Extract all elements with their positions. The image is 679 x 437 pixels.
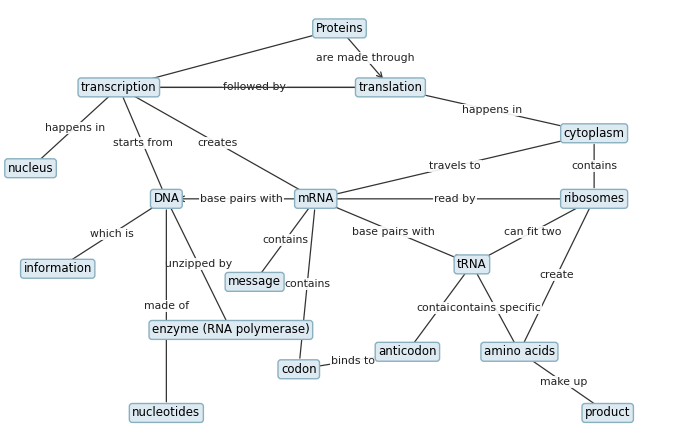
Text: cytoplasm: cytoplasm [564, 127, 625, 140]
Text: read by: read by [434, 194, 476, 204]
Text: happens in: happens in [462, 105, 522, 115]
Text: create: create [540, 271, 574, 280]
Text: Proteins: Proteins [316, 22, 363, 35]
Text: contains: contains [262, 236, 308, 245]
Text: binds to: binds to [331, 356, 375, 365]
Text: contains: contains [417, 303, 462, 313]
Text: transcription: transcription [81, 81, 157, 94]
Text: mRNA: mRNA [297, 192, 334, 205]
Text: contains: contains [285, 279, 330, 289]
Text: message: message [228, 275, 281, 288]
Text: anticodon: anticodon [378, 345, 437, 358]
Text: make up: make up [540, 378, 587, 387]
Text: base pairs with: base pairs with [352, 227, 435, 236]
Text: contains specific: contains specific [450, 303, 541, 313]
Text: enzyme (RNA polymerase): enzyme (RNA polymerase) [152, 323, 310, 336]
Text: starts from: starts from [113, 138, 172, 148]
Text: travels to: travels to [429, 161, 481, 171]
Text: tRNA: tRNA [457, 258, 487, 271]
Text: creates: creates [197, 138, 238, 148]
Text: translation: translation [359, 81, 422, 94]
Text: are made through: are made through [316, 53, 414, 63]
Text: nucleus: nucleus [7, 162, 54, 175]
Text: base pairs with: base pairs with [200, 194, 282, 204]
Text: followed by: followed by [223, 83, 286, 92]
Text: product: product [585, 406, 631, 420]
Text: contains: contains [571, 161, 617, 171]
Text: nucleotides: nucleotides [132, 406, 200, 420]
Text: amino acids: amino acids [484, 345, 555, 358]
Text: made of: made of [144, 301, 189, 311]
Text: ribosomes: ribosomes [564, 192, 625, 205]
Text: DNA: DNA [153, 192, 179, 205]
Text: happens in: happens in [45, 123, 105, 133]
Text: can fit two: can fit two [504, 227, 562, 236]
Text: codon: codon [281, 363, 316, 376]
Text: which is: which is [90, 229, 134, 239]
Text: unzipped by: unzipped by [165, 260, 232, 269]
Text: information: information [24, 262, 92, 275]
